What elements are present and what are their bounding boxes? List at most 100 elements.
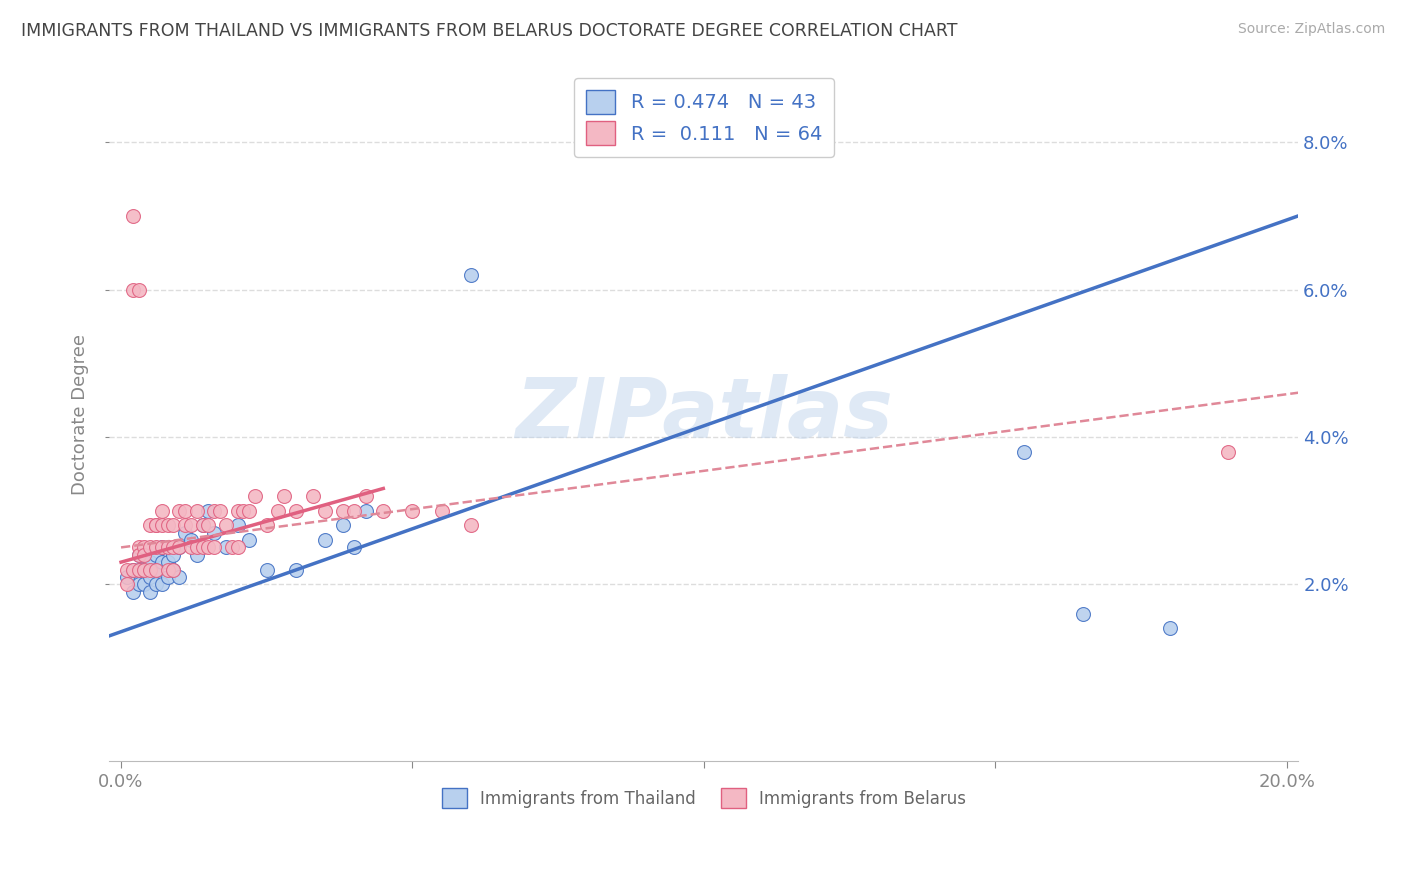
Point [162, 562, 184, 576]
Point [354, 503, 377, 517]
Y-axis label: Doctorate Degree: Doctorate Degree [72, 334, 89, 495]
Point [373, 503, 395, 517]
Point [191, 518, 214, 533]
Point [186, 548, 208, 562]
Point [139, 562, 162, 576]
Point [139, 555, 162, 569]
Point [460, 268, 482, 282]
Point [202, 541, 225, 555]
Point [169, 570, 191, 584]
Point [156, 555, 179, 569]
Point [156, 570, 179, 584]
Point [162, 562, 184, 576]
Text: ZIPatlas: ZIPatlas [515, 375, 893, 455]
Point [401, 503, 423, 517]
Point [139, 518, 162, 533]
Point [150, 577, 173, 591]
Point [180, 533, 202, 547]
Point [145, 518, 167, 533]
Text: Source: ZipAtlas.com: Source: ZipAtlas.com [1237, 22, 1385, 37]
Point [460, 518, 482, 533]
Point [128, 548, 150, 562]
Point [186, 503, 208, 517]
Point [267, 503, 290, 517]
Point [215, 541, 238, 555]
Point [191, 518, 214, 533]
Point [139, 570, 162, 584]
Point [121, 562, 143, 576]
Point [226, 518, 249, 533]
Point [134, 548, 156, 562]
Point [332, 518, 354, 533]
Point [134, 577, 156, 591]
Point [128, 548, 150, 562]
Point [150, 555, 173, 569]
Point [1159, 622, 1181, 636]
Point [1071, 607, 1094, 621]
Point [197, 503, 219, 517]
Point [134, 548, 156, 562]
Text: IMMIGRANTS FROM THAILAND VS IMMIGRANTS FROM BELARUS DOCTORATE DEGREE CORRELATION: IMMIGRANTS FROM THAILAND VS IMMIGRANTS F… [21, 22, 957, 40]
Legend: Immigrants from Thailand, Immigrants from Belarus: Immigrants from Thailand, Immigrants fro… [434, 781, 973, 815]
Point [354, 489, 377, 503]
Point [121, 209, 143, 223]
Point [209, 503, 232, 517]
Point [180, 518, 202, 533]
Point [174, 503, 197, 517]
Point [256, 518, 278, 533]
Point [162, 541, 184, 555]
Point [145, 562, 167, 576]
Point [145, 577, 167, 591]
Point [121, 584, 143, 599]
Point [302, 489, 325, 503]
Point [273, 489, 295, 503]
Point [162, 518, 184, 533]
Point [115, 562, 138, 576]
Point [238, 533, 260, 547]
Point [221, 541, 243, 555]
Point [202, 503, 225, 517]
Point [343, 503, 366, 517]
Point [180, 541, 202, 555]
Point [169, 541, 191, 555]
Point [197, 518, 219, 533]
Point [284, 503, 307, 517]
Point [332, 503, 354, 517]
Point [134, 562, 156, 576]
Point [139, 584, 162, 599]
Point [156, 541, 179, 555]
Point [202, 525, 225, 540]
Point [226, 541, 249, 555]
Point [121, 283, 143, 297]
Point [145, 562, 167, 576]
Point [128, 562, 150, 576]
Point [150, 518, 173, 533]
Point [343, 541, 366, 555]
Point [174, 518, 197, 533]
Point [128, 283, 150, 297]
Point [156, 562, 179, 576]
Point [197, 541, 219, 555]
Point [215, 518, 238, 533]
Point [232, 503, 254, 517]
Point [115, 570, 138, 584]
Point [128, 577, 150, 591]
Point [243, 489, 266, 503]
Point [145, 518, 167, 533]
Point [284, 562, 307, 576]
Point [145, 541, 167, 555]
Point [169, 541, 191, 555]
Point [156, 518, 179, 533]
Point [226, 503, 249, 517]
Point [1218, 444, 1240, 458]
Point [150, 541, 173, 555]
Point [169, 503, 191, 517]
Point [150, 503, 173, 517]
Point [115, 577, 138, 591]
Point [139, 541, 162, 555]
Point [256, 562, 278, 576]
Point [128, 541, 150, 555]
Point [128, 562, 150, 576]
Point [134, 562, 156, 576]
Point [162, 548, 184, 562]
